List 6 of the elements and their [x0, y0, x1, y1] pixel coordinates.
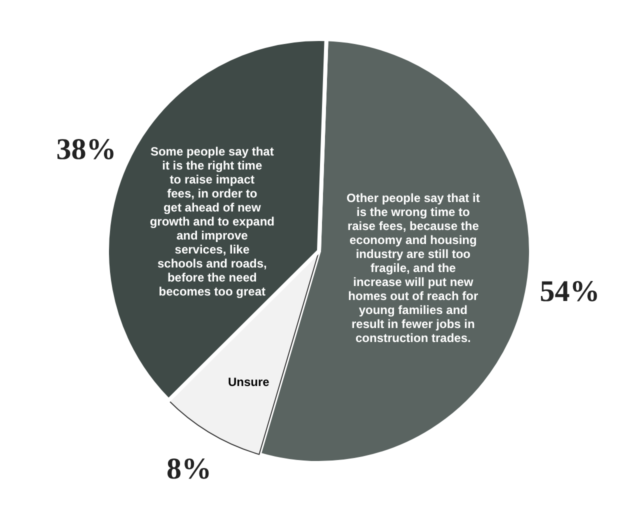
data-label: 8% — [166, 452, 212, 486]
data-label: 54% — [540, 275, 600, 308]
data-label: 38% — [56, 132, 116, 166]
category-label: Some people say that it is the right time to raise impact fees, in order to get ahead of new growth and to expand and improve services, like schools and roads, before the need becomes too great — [150, 144, 274, 298]
category-label: Other people say that it is the wrong time to raise fees, because the economy and housing industry are still too fragile, and the increase will put new homes out of reach for young families and result in fewer jobs in construction trades. — [346, 190, 480, 345]
slice-label: Unsure — [228, 375, 270, 390]
